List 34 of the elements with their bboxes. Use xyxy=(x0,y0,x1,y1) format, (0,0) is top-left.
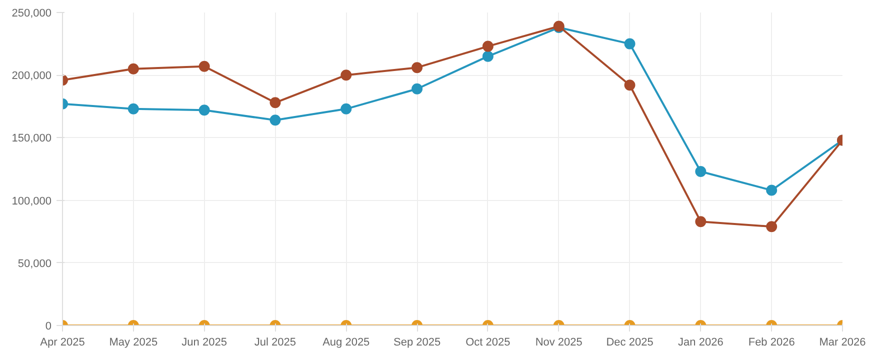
y-tick-label: 150,000 xyxy=(12,132,52,145)
point xyxy=(270,114,281,126)
y-tick-label: 0 xyxy=(45,320,52,332)
point xyxy=(198,60,210,72)
y-tick-label: 250,000 xyxy=(12,8,52,20)
y-tick-label: 50,000 xyxy=(18,258,52,270)
point xyxy=(624,38,636,50)
point xyxy=(412,83,423,94)
point xyxy=(482,40,494,52)
y-tick-label: 200,000 xyxy=(12,70,52,82)
x-tick-label: Sep 2025 xyxy=(393,336,441,348)
point xyxy=(412,62,423,74)
point xyxy=(766,184,778,196)
x-tick-label: Aug 2025 xyxy=(322,336,370,348)
y-tick-label: 100,000 xyxy=(12,195,52,208)
x-tick-label: Jan 2026 xyxy=(678,336,724,348)
point xyxy=(482,50,494,62)
x-tick-label: May 2025 xyxy=(109,336,158,348)
point xyxy=(340,70,352,81)
x-tick-label: Mar 2026 xyxy=(819,336,866,348)
point xyxy=(198,104,210,116)
x-tick-label: Dec 2025 xyxy=(606,336,654,348)
point xyxy=(340,103,352,114)
x-tick-label: Feb 2026 xyxy=(748,336,795,348)
x-tick-label: Nov 2025 xyxy=(535,336,582,348)
point xyxy=(624,80,636,91)
x-tick-label: Apr 2025 xyxy=(40,336,85,348)
point xyxy=(128,63,139,74)
point xyxy=(270,97,281,108)
x-tick-label: Oct 2025 xyxy=(466,336,510,348)
x-tick-label: Jul 2025 xyxy=(254,336,296,348)
point xyxy=(695,166,706,177)
point xyxy=(128,103,139,114)
x-tick-label: Jun 2025 xyxy=(182,336,227,348)
